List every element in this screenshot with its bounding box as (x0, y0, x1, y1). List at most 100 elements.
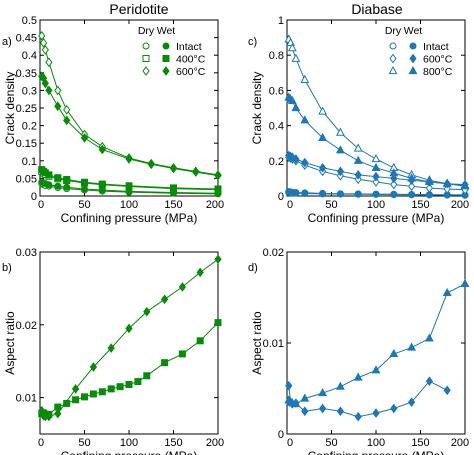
data-point (291, 102, 301, 112)
data-point (390, 179, 398, 190)
x-tick-label: 150 (411, 437, 429, 449)
legend-entry-label: 800°C (423, 66, 453, 78)
legend-marker-wet (162, 66, 170, 76)
series-800c-wet (284, 92, 470, 189)
data-point (63, 115, 71, 126)
data-point (425, 376, 434, 387)
y-tick-label: 0.35 (16, 68, 37, 80)
y-tick-label: 0.25 (16, 103, 37, 115)
data-point (319, 189, 327, 197)
data-point (442, 287, 452, 297)
data-point (134, 378, 142, 386)
data-point (424, 333, 434, 342)
data-point (41, 45, 49, 55)
data-point (81, 393, 88, 401)
data-point (38, 31, 46, 41)
x-tick-label: 100 (120, 199, 138, 211)
data-point (143, 372, 151, 380)
panel-b: b) 0 50 100 150 200 0.01 0.02 0.03 Confining pres… (2, 247, 224, 455)
data-point (287, 43, 297, 52)
x-tick-label: 0 (38, 199, 44, 211)
y-tick-label: 0.4 (22, 50, 37, 62)
series-800c (284, 278, 470, 408)
y-axis-label: Crack density (3, 72, 17, 145)
y-tick-label: 0.45 (16, 33, 37, 45)
x-tick-label: 50 (78, 199, 90, 211)
data-point (125, 182, 133, 190)
legend-wet-label: Wet (404, 25, 423, 37)
legend-marker-wet (162, 42, 170, 50)
legend-marker-dry (142, 66, 150, 76)
data-point (170, 184, 177, 192)
data-point (354, 190, 362, 198)
data-point (390, 190, 398, 198)
data-point (98, 180, 106, 188)
plot-frame (286, 251, 466, 435)
series-400c-wet (38, 166, 222, 193)
y-tick-label: 0.2 (22, 121, 37, 133)
data-point (214, 254, 222, 265)
y-tick-label: 0.03 (16, 247, 37, 259)
data-point (336, 406, 345, 417)
legend-dry-label: Dry (385, 25, 402, 37)
legend-dry-label: Dry (138, 25, 155, 37)
data-point (291, 53, 301, 62)
y-tick-label: 0.02 (16, 320, 37, 332)
data-point (407, 181, 416, 192)
data-point (116, 383, 124, 391)
data-point (301, 189, 309, 197)
data-point (300, 115, 310, 124)
data-point (196, 267, 204, 278)
y-tick-label: 0.4 (269, 121, 284, 133)
x-tick-label: 100 (367, 199, 385, 211)
panel-label: b) (2, 262, 12, 274)
data-point (389, 348, 399, 358)
data-point (192, 167, 200, 177)
data-point (81, 185, 88, 193)
y-tick-label: 0.5 (22, 15, 37, 27)
data-point (160, 294, 169, 305)
data-point (443, 184, 451, 194)
data-point (389, 168, 399, 177)
data-point (424, 176, 434, 186)
y-axis-label: Aspect ratio (3, 311, 17, 375)
legend-marker-wet (409, 53, 417, 64)
panel-label: c) (248, 36, 257, 48)
legend-marker-dry (389, 42, 397, 50)
legend-entry-label: 600°C (423, 54, 453, 66)
legend-marker-wet (409, 42, 417, 50)
data-point (71, 384, 80, 394)
y-tick-label: 0.2 (269, 156, 284, 168)
x-tick-label: 50 (325, 437, 337, 449)
series-600c-wet (38, 71, 222, 181)
y-tick-label: 0.6 (269, 85, 284, 97)
data-point (291, 398, 301, 408)
data-point (460, 278, 470, 287)
data-point (460, 180, 470, 189)
y-tick-label: 0.3 (22, 85, 37, 97)
data-point (125, 323, 133, 334)
data-point (353, 155, 363, 164)
series-600c (38, 254, 222, 422)
data-point (318, 403, 327, 414)
y-tick-label: 0.1 (22, 156, 37, 168)
legend-entry-label: Intact (423, 41, 449, 53)
data-point (45, 181, 53, 189)
data-point (125, 380, 133, 388)
data-point (41, 78, 49, 89)
x-axis-label: Confining pressure (MPa) (61, 211, 198, 225)
data-point (80, 133, 89, 143)
x-tick-label: 100 (367, 437, 385, 449)
data-point (54, 101, 62, 112)
data-point (407, 397, 416, 407)
data-point (371, 162, 381, 171)
data-point (54, 182, 62, 190)
data-point (408, 190, 416, 198)
data-point (81, 178, 88, 186)
data-point (169, 163, 178, 174)
data-point (178, 350, 186, 358)
data-point (72, 396, 80, 404)
legend-wet-label: Wet (157, 25, 176, 37)
